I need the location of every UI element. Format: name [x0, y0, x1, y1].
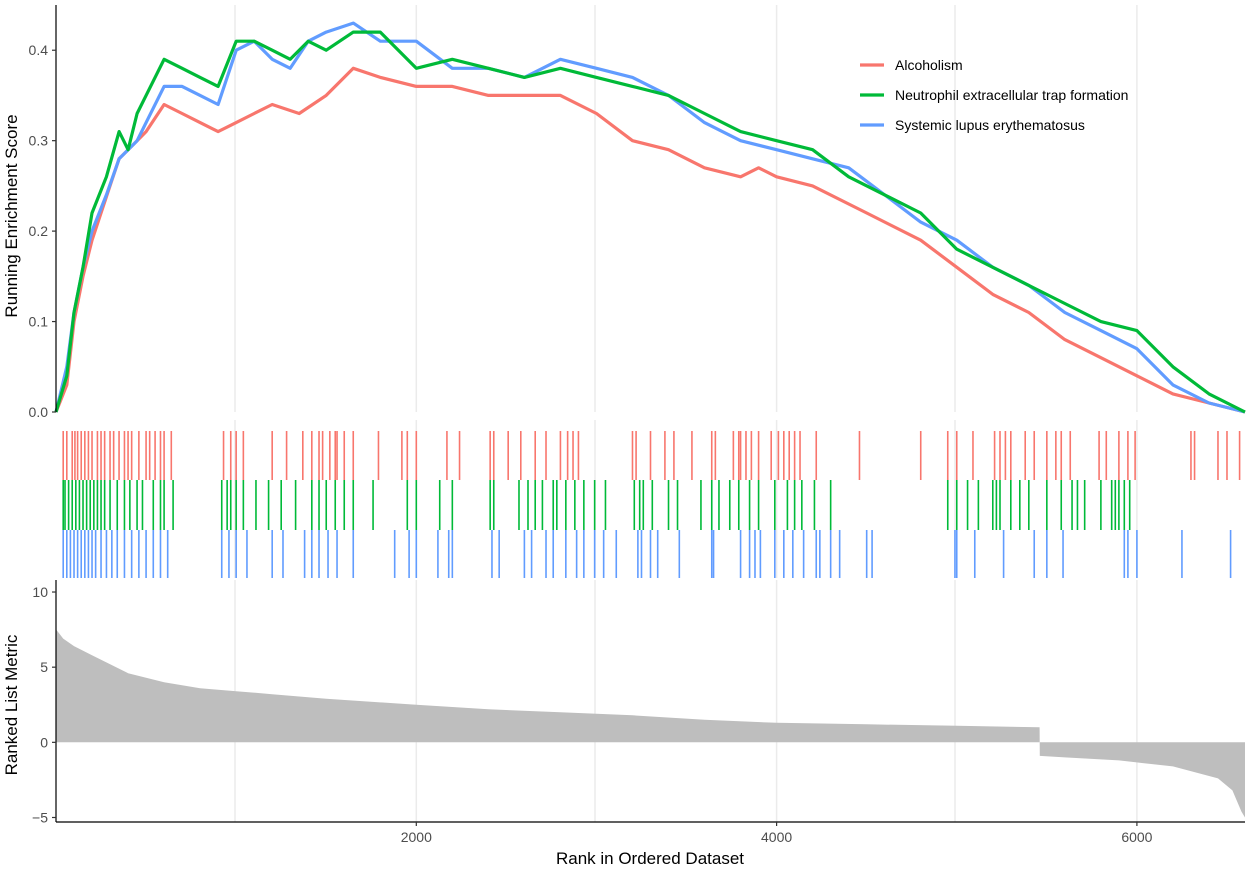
- enrichment-y-axis-title: Running Enrichment Score: [2, 114, 21, 317]
- enrichment-score-panel: 0.0 0.1 0.2 0.3 0.4 Running Enrichment Score: [2, 5, 1246, 420]
- x-tick-label: 2000: [401, 829, 432, 845]
- x-axis-title: Rank in Ordered Dataset: [556, 849, 744, 868]
- ranked-metric-area: [56, 629, 1246, 818]
- x-tick-label: 6000: [1121, 829, 1152, 845]
- ranked-metric-y-tick-label: 5: [40, 659, 48, 675]
- x-axis-ticks: 2000 4000 6000: [401, 822, 1153, 845]
- enrichment-line-systemic-lupus-erythematosus: [54, 21, 1246, 414]
- legend-label-neutrophil-extracellular-trap-formation: Neutrophil extracellular trap formation: [895, 87, 1128, 103]
- enrichment-y-tick-label: 0.4: [29, 42, 49, 58]
- legend: Alcoholism Neutrophil extracellular trap …: [860, 57, 1128, 133]
- enrichment-y-tick-label: 0.2: [29, 223, 49, 239]
- enrichment-y-ticks: 0.0 0.1 0.2 0.3 0.4: [29, 42, 56, 420]
- x-tick-label: 4000: [761, 829, 792, 845]
- enrichment-y-tick-label: 0.3: [29, 133, 49, 149]
- enrichment-y-tick-label: 0.0: [29, 404, 49, 420]
- enrichment-line-neutrophil-extracellular-trap-formation: [54, 30, 1246, 414]
- ranked-metric-y-tick-label: 0: [40, 734, 48, 750]
- gene-hit-panel: [62, 420, 1241, 578]
- enrichment-y-tick-label: 0.1: [29, 314, 49, 330]
- legend-label-alcoholism: Alcoholism: [895, 57, 963, 73]
- enrichment-gridlines: [234, 5, 1138, 412]
- ranked-metric-y-tick-label: 10: [32, 584, 48, 600]
- ranked-metric-panel: −5 0 5 10 2000 4000 6000 Ranked List Metric R…: [2, 580, 1246, 868]
- ranked-metric-y-ticks: −5 0 5 10: [32, 584, 56, 825]
- legend-label-systemic-lupus-erythematosus: Systemic lupus erythematosus: [895, 117, 1085, 133]
- ranked-metric-y-tick-label: −5: [32, 809, 48, 825]
- ranked-metric-gridlines: [234, 580, 1138, 822]
- ranked-metric-y-axis-title: Ranked List Metric: [2, 634, 21, 775]
- enrichment-lines: [54, 21, 1246, 414]
